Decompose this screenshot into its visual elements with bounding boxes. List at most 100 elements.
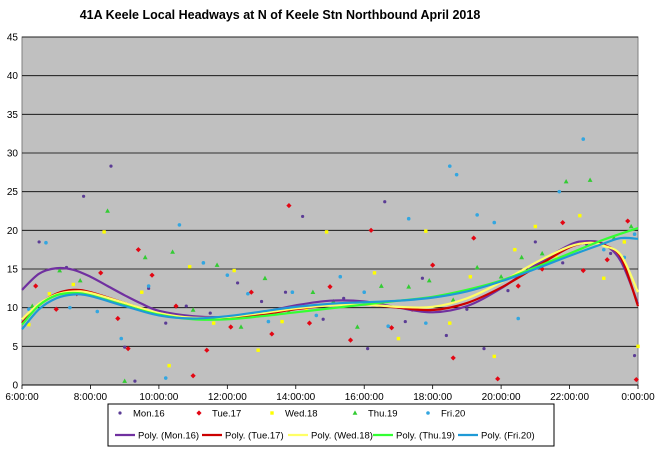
legend-label: Mon.16	[133, 409, 165, 420]
data-point	[424, 321, 428, 325]
legend-label: Poly. (Mon.16)	[138, 431, 199, 442]
data-point	[426, 278, 432, 283]
data-point	[123, 345, 127, 349]
data-point	[372, 271, 377, 275]
data-point	[519, 254, 525, 260]
data-point	[149, 272, 155, 278]
data-point	[82, 194, 86, 198]
data-point	[146, 284, 151, 288]
data-point	[163, 376, 168, 380]
data-point	[301, 214, 305, 219]
x-tick-label: 6:00:00	[5, 392, 39, 403]
data-point	[187, 264, 192, 269]
series-2	[27, 213, 640, 368]
legend-label: Fri.20	[441, 409, 465, 420]
x-tick-label: 16:00:00	[345, 392, 384, 403]
x-tick-label: 0:00:00	[621, 392, 655, 403]
data-point	[190, 373, 196, 379]
y-tick-label: 20	[7, 226, 19, 237]
data-point	[492, 354, 496, 359]
data-point	[447, 164, 452, 168]
data-point	[498, 274, 504, 279]
data-point	[383, 200, 387, 204]
x-tick-label: 22:00:00	[550, 392, 589, 403]
data-point	[327, 284, 333, 290]
data-point	[420, 276, 424, 280]
data-point	[560, 220, 566, 226]
data-point	[95, 309, 100, 314]
data-point	[122, 378, 128, 383]
y-tick-label: 10	[7, 303, 19, 314]
chart-title: 41A Keele Local Headways at N of Keele S…	[79, 8, 481, 22]
data-point	[71, 282, 76, 287]
data-point	[236, 281, 240, 285]
data-point	[632, 232, 637, 236]
y-tick-label: 0	[12, 381, 18, 392]
legend-label: Poly. (Thu.19)	[396, 431, 455, 442]
data-point	[77, 278, 83, 283]
data-point	[347, 337, 354, 343]
data-point	[366, 347, 370, 351]
x-tick-label: 18:00:00	[413, 392, 452, 403]
data-point	[68, 305, 72, 310]
data-point	[539, 266, 545, 272]
data-point	[515, 283, 521, 289]
legend-label: Wed.18	[285, 409, 318, 420]
data-point	[636, 344, 640, 349]
data-point	[266, 319, 271, 324]
data-point	[482, 347, 486, 351]
y-tick-label: 35	[7, 110, 19, 121]
data-point	[386, 324, 390, 329]
data-point	[321, 317, 325, 321]
data-point	[125, 346, 131, 352]
data-point	[587, 177, 593, 182]
legend	[107, 403, 555, 447]
data-point	[602, 276, 606, 280]
data-point	[578, 213, 582, 218]
data-point	[290, 290, 295, 295]
data-point	[57, 267, 63, 273]
y-tick-label: 5	[12, 342, 18, 353]
legend-marker	[196, 410, 202, 416]
x-tick-label: 8:00:00	[74, 392, 108, 403]
data-point	[214, 262, 220, 267]
data-point	[342, 296, 346, 300]
data-point	[53, 306, 59, 312]
data-point	[533, 240, 537, 244]
data-point	[561, 261, 565, 265]
data-point	[208, 311, 212, 315]
data-point	[362, 290, 367, 295]
data-point	[516, 316, 521, 321]
data-point	[604, 257, 610, 263]
data-point	[238, 324, 244, 329]
data-point	[98, 270, 104, 276]
data-point	[105, 208, 110, 213]
data-point	[475, 213, 479, 217]
data-point	[33, 283, 39, 289]
data-point	[338, 274, 343, 279]
legend-label: Poly. (Fri.20)	[481, 431, 535, 442]
data-point	[533, 224, 538, 229]
legend-label: Thu.19	[368, 409, 398, 420]
data-point	[474, 264, 480, 270]
y-tick-label: 40	[7, 71, 19, 82]
plot-area	[21, 36, 639, 386]
x-tick-label: 10:00:00	[139, 392, 178, 403]
data-point	[115, 315, 121, 322]
data-point	[396, 336, 401, 341]
data-point	[211, 321, 216, 325]
series-3	[29, 177, 634, 383]
data-point	[622, 240, 627, 244]
data-point	[324, 230, 329, 234]
data-point	[448, 321, 452, 325]
data-point	[506, 289, 510, 293]
data-point	[102, 230, 106, 234]
data-point	[109, 164, 113, 168]
trendline-4	[21, 236, 639, 331]
data-point	[27, 307, 31, 312]
data-point	[256, 348, 260, 352]
data-point	[625, 218, 631, 224]
data-point	[306, 320, 313, 326]
data-point	[225, 273, 230, 277]
legend-marker	[352, 410, 358, 415]
